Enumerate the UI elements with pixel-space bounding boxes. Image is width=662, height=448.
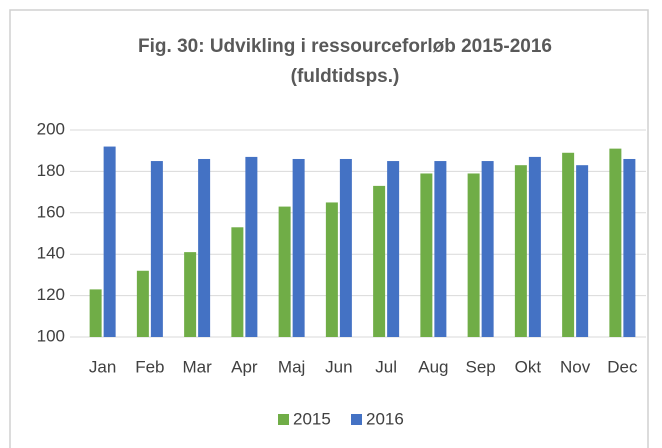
bar xyxy=(514,165,527,337)
x-tick-label: Aug xyxy=(418,357,448,376)
bar xyxy=(89,289,102,337)
bar xyxy=(278,206,291,337)
bar xyxy=(434,161,447,337)
bar xyxy=(623,158,636,337)
x-tick-label: Maj xyxy=(278,357,305,376)
legend-swatch xyxy=(278,414,289,425)
y-tick-label: 200 xyxy=(37,119,65,138)
bar xyxy=(467,173,480,337)
bar xyxy=(481,161,494,337)
x-tick-label: Jul xyxy=(375,357,397,376)
bar xyxy=(198,158,211,337)
bar xyxy=(292,158,305,337)
bar xyxy=(103,146,116,337)
y-tick-label: 100 xyxy=(37,326,65,345)
x-tick-label: Mar xyxy=(182,357,212,376)
y-tick-label: 140 xyxy=(37,244,65,263)
bar xyxy=(387,161,400,337)
legend-label: 2015 xyxy=(293,409,331,428)
bar xyxy=(576,165,589,337)
x-tick-label: Sep xyxy=(466,357,496,376)
bar xyxy=(136,270,149,337)
y-tick-label: 180 xyxy=(37,161,65,180)
bar xyxy=(325,202,338,337)
x-tick-label: Okt xyxy=(515,357,542,376)
chart-title: Fig. 30: Udvikling i ressourceforløb 201… xyxy=(138,36,552,87)
y-tick-label: 120 xyxy=(37,285,65,304)
x-tick-label: Apr xyxy=(231,357,258,376)
x-tick-label: Jan xyxy=(89,357,116,376)
x-tick-label: Jun xyxy=(325,357,352,376)
bar xyxy=(373,185,386,337)
x-tick-label: Feb xyxy=(135,357,164,376)
x-tick-label: Nov xyxy=(560,357,591,376)
bar xyxy=(184,252,197,337)
bar xyxy=(231,227,244,337)
bar xyxy=(420,173,433,337)
chart-frame xyxy=(9,9,649,448)
legend-swatch xyxy=(351,414,362,425)
bar xyxy=(245,156,258,337)
legend-label: 2016 xyxy=(366,409,404,428)
bar xyxy=(562,152,575,337)
bar xyxy=(609,148,622,337)
bar xyxy=(150,161,163,337)
bar xyxy=(339,158,352,337)
y-tick-label: 160 xyxy=(37,202,65,221)
x-tick-label: Dec xyxy=(607,357,638,376)
bar xyxy=(528,156,541,337)
